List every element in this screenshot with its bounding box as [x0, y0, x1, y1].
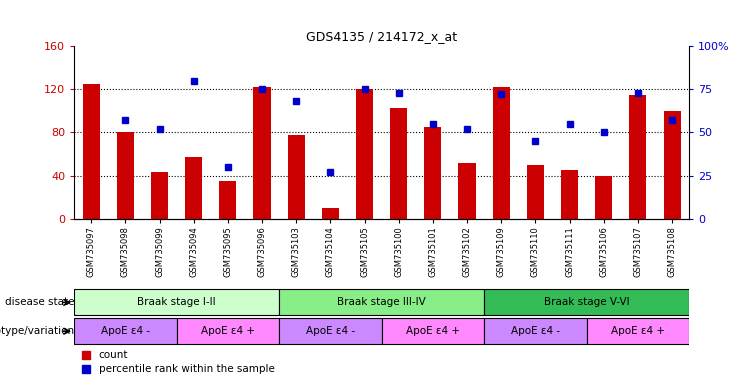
Text: Braak stage I-II: Braak stage I-II	[137, 297, 216, 308]
Bar	[185, 157, 202, 219]
Text: ApoE ε4 +: ApoE ε4 +	[201, 326, 255, 336]
Text: genotype/variation: genotype/variation	[0, 326, 74, 336]
Bar	[253, 87, 270, 219]
Text: ApoE ε4 +: ApoE ε4 +	[611, 326, 665, 336]
Bar	[356, 89, 373, 219]
Text: Braak stage III-IV: Braak stage III-IV	[337, 297, 426, 308]
Bar	[74, 318, 176, 344]
Bar	[151, 172, 168, 219]
Text: Braak stage V-VI: Braak stage V-VI	[544, 297, 629, 308]
Bar	[279, 290, 484, 315]
Bar	[382, 318, 484, 344]
Bar	[83, 84, 100, 219]
Bar	[322, 208, 339, 219]
Bar	[663, 111, 680, 219]
Bar	[484, 290, 689, 315]
Bar	[587, 318, 689, 344]
Text: percentile rank within the sample: percentile rank within the sample	[99, 364, 275, 374]
Bar	[219, 181, 236, 219]
Text: ApoE ε4 -: ApoE ε4 -	[101, 326, 150, 336]
Bar	[425, 127, 442, 219]
Text: ApoE ε4 -: ApoE ε4 -	[511, 326, 560, 336]
Text: count: count	[99, 350, 128, 360]
Bar	[117, 132, 134, 219]
Bar	[74, 290, 279, 315]
Bar	[459, 163, 476, 219]
Bar	[391, 108, 408, 219]
Bar	[288, 135, 305, 219]
Bar	[595, 176, 612, 219]
Text: ApoE ε4 -: ApoE ε4 -	[306, 326, 355, 336]
Bar	[176, 318, 279, 344]
Bar	[527, 165, 544, 219]
Bar	[629, 95, 646, 219]
Bar	[493, 87, 510, 219]
Title: GDS4135 / 214172_x_at: GDS4135 / 214172_x_at	[306, 30, 457, 43]
Bar	[561, 170, 578, 219]
Text: disease state: disease state	[4, 297, 74, 308]
Bar	[484, 318, 587, 344]
Text: ApoE ε4 +: ApoE ε4 +	[406, 326, 460, 336]
Bar	[279, 318, 382, 344]
